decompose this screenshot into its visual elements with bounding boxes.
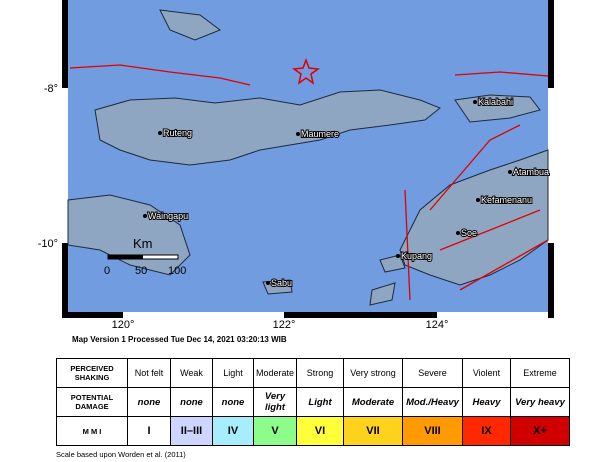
mmi-cell: VII: [343, 416, 403, 446]
mmi-cell: IX: [462, 416, 511, 446]
shaking-cell: Violent: [462, 358, 511, 388]
lat-label: -8°: [44, 83, 58, 95]
scale-label: 50: [135, 265, 147, 277]
damage-cell: Mod./Heavy: [402, 387, 463, 417]
footnote: Scale based upon Worden et al. (2011): [56, 450, 186, 459]
mmi-cell: VIII: [402, 416, 463, 446]
shaking-cell: Extreme: [510, 358, 570, 388]
place-label: Atambua: [513, 167, 549, 177]
place-label: Soe: [461, 228, 477, 238]
lon-label: 124°: [426, 319, 449, 331]
mmi-cell: IV: [212, 416, 254, 446]
place-label: Kefamenanu: [481, 195, 532, 205]
epicenter: [291, 57, 321, 85]
shaking-cell: Weak: [170, 358, 213, 388]
shaking-cell: Not felt: [127, 358, 171, 388]
lon-label: 120°: [112, 319, 135, 331]
scale-unit: Km: [133, 236, 153, 251]
damage-cell: Very light: [253, 387, 297, 417]
shaking-cell: Strong: [296, 358, 344, 388]
scale-bar: [108, 255, 143, 259]
shaking-cell: Moderate: [253, 358, 297, 388]
damage-cell: Heavy: [462, 387, 511, 417]
place-label: Waingapu: [148, 211, 188, 221]
shaking-cell: Severe: [402, 358, 463, 388]
place-label: Ruteng: [163, 128, 192, 138]
row-label: POTENTIAL DAMAGE: [56, 387, 128, 417]
lat-label: -10°: [38, 238, 58, 250]
lon-label: 122°: [273, 319, 296, 331]
frame-ticks: [62, 88, 554, 318]
place-label: Sabu: [271, 278, 292, 288]
place-label: Kalabahi: [478, 97, 513, 107]
mmi-cell: II–III: [170, 416, 213, 446]
damage-cell: Very heavy: [510, 387, 570, 417]
damage-cell: none: [212, 387, 254, 417]
damage-cell: Light: [296, 387, 344, 417]
row-label: PERCEIVED SHAKING: [56, 358, 128, 388]
shaking-cell: Light: [212, 358, 254, 388]
scale-label: 100: [168, 265, 186, 277]
mmi-table: PERCEIVED SHAKING Not felt Weak Light Modera…: [56, 358, 570, 446]
damage-cell: none: [170, 387, 213, 417]
mmi-cell: VI: [296, 416, 344, 446]
mmi-cell: V: [253, 416, 297, 446]
damage-cell: Moderate: [343, 387, 403, 417]
place-dots: [143, 100, 512, 285]
scale-label: 0: [104, 265, 110, 277]
place-label: Maumere: [301, 129, 339, 139]
mmi-cell: X+: [510, 416, 570, 446]
caption: Map Version 1 Processed Tue Dec 14, 2021…: [72, 335, 287, 344]
shaking-cell: Very strong: [343, 358, 403, 388]
faults: [69, 64, 549, 301]
mmi-cell: I: [127, 416, 171, 446]
damage-cell: none: [127, 387, 171, 417]
map: Ruteng Maumere Kalabahi Atambua Kefamena…: [38, 0, 554, 344]
place-label: Kupang: [401, 251, 432, 261]
row-label: M M I: [56, 416, 128, 446]
